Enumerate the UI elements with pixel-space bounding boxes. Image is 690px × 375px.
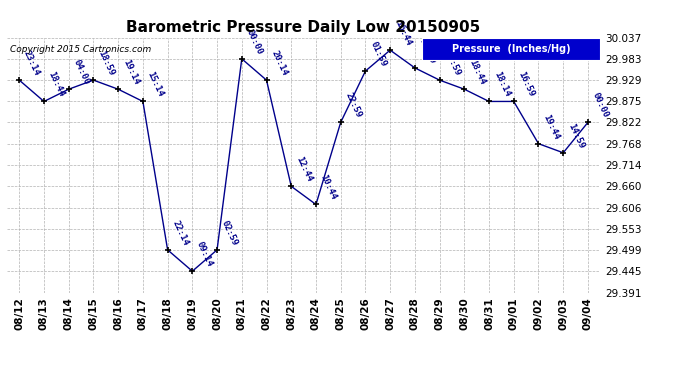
Text: 00:00: 00:00 xyxy=(244,28,264,56)
Text: 12:44: 12:44 xyxy=(294,155,313,183)
Text: 22:59: 22:59 xyxy=(344,92,363,120)
Text: 20:14: 20:14 xyxy=(269,49,289,77)
Text: Copyright 2015 Cartronics.com: Copyright 2015 Cartronics.com xyxy=(10,45,151,54)
Text: 00:00: 00:00 xyxy=(591,92,610,120)
Text: 16:59: 16:59 xyxy=(517,70,536,99)
Text: 18:44: 18:44 xyxy=(47,70,66,99)
Text: 04:00: 04:00 xyxy=(72,58,91,86)
Text: 19:14: 19:14 xyxy=(121,58,141,86)
Text: 14:59: 14:59 xyxy=(566,122,586,150)
Title: Barometric Pressure Daily Low 20150905: Barometric Pressure Daily Low 20150905 xyxy=(126,20,481,35)
Text: 10:44: 10:44 xyxy=(319,174,338,202)
Text: 18:59: 18:59 xyxy=(96,49,116,77)
Text: 09:14: 09:14 xyxy=(195,240,215,268)
Text: 22:14: 22:14 xyxy=(170,219,190,247)
Text: 18:14: 18:14 xyxy=(492,70,511,99)
Text: 16:59: 16:59 xyxy=(442,49,462,77)
Text: 17:59: 17:59 xyxy=(417,37,437,65)
Text: 15:14: 15:14 xyxy=(146,70,165,99)
Text: 01:59: 01:59 xyxy=(368,40,388,68)
Text: 19:44: 19:44 xyxy=(541,113,561,141)
Text: 18:44: 18:44 xyxy=(467,58,486,86)
Text: 02:59: 02:59 xyxy=(220,219,239,247)
Text: 23:14: 23:14 xyxy=(22,49,41,77)
Text: 16:44: 16:44 xyxy=(393,19,413,47)
